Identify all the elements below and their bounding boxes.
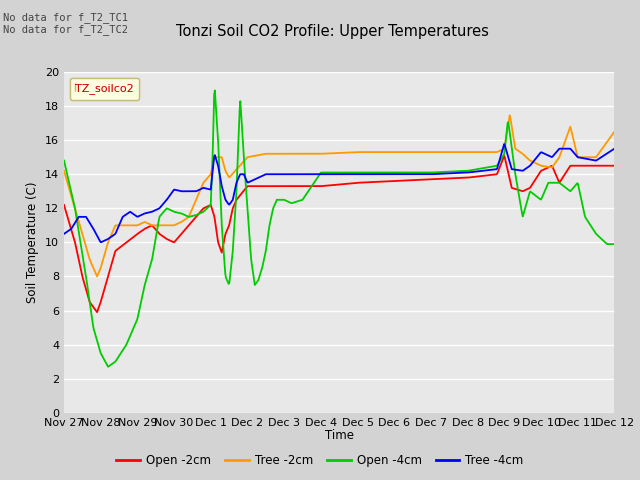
Y-axis label: Soil Temperature (C): Soil Temperature (C) [26, 181, 40, 303]
Text: Tonzi Soil CO2 Profile: Upper Temperatures: Tonzi Soil CO2 Profile: Upper Temperatur… [177, 24, 489, 39]
Legend: Open -2cm, Tree -2cm, Open -4cm, Tree -4cm: Open -2cm, Tree -2cm, Open -4cm, Tree -4… [112, 449, 528, 472]
Text: No data for f_T2_TC1: No data for f_T2_TC1 [3, 12, 128, 23]
Text: No data for f_T2_TC2: No data for f_T2_TC2 [3, 24, 128, 35]
X-axis label: Time: Time [324, 429, 354, 442]
Legend: TZ_soilco2: TZ_soilco2 [70, 78, 140, 99]
